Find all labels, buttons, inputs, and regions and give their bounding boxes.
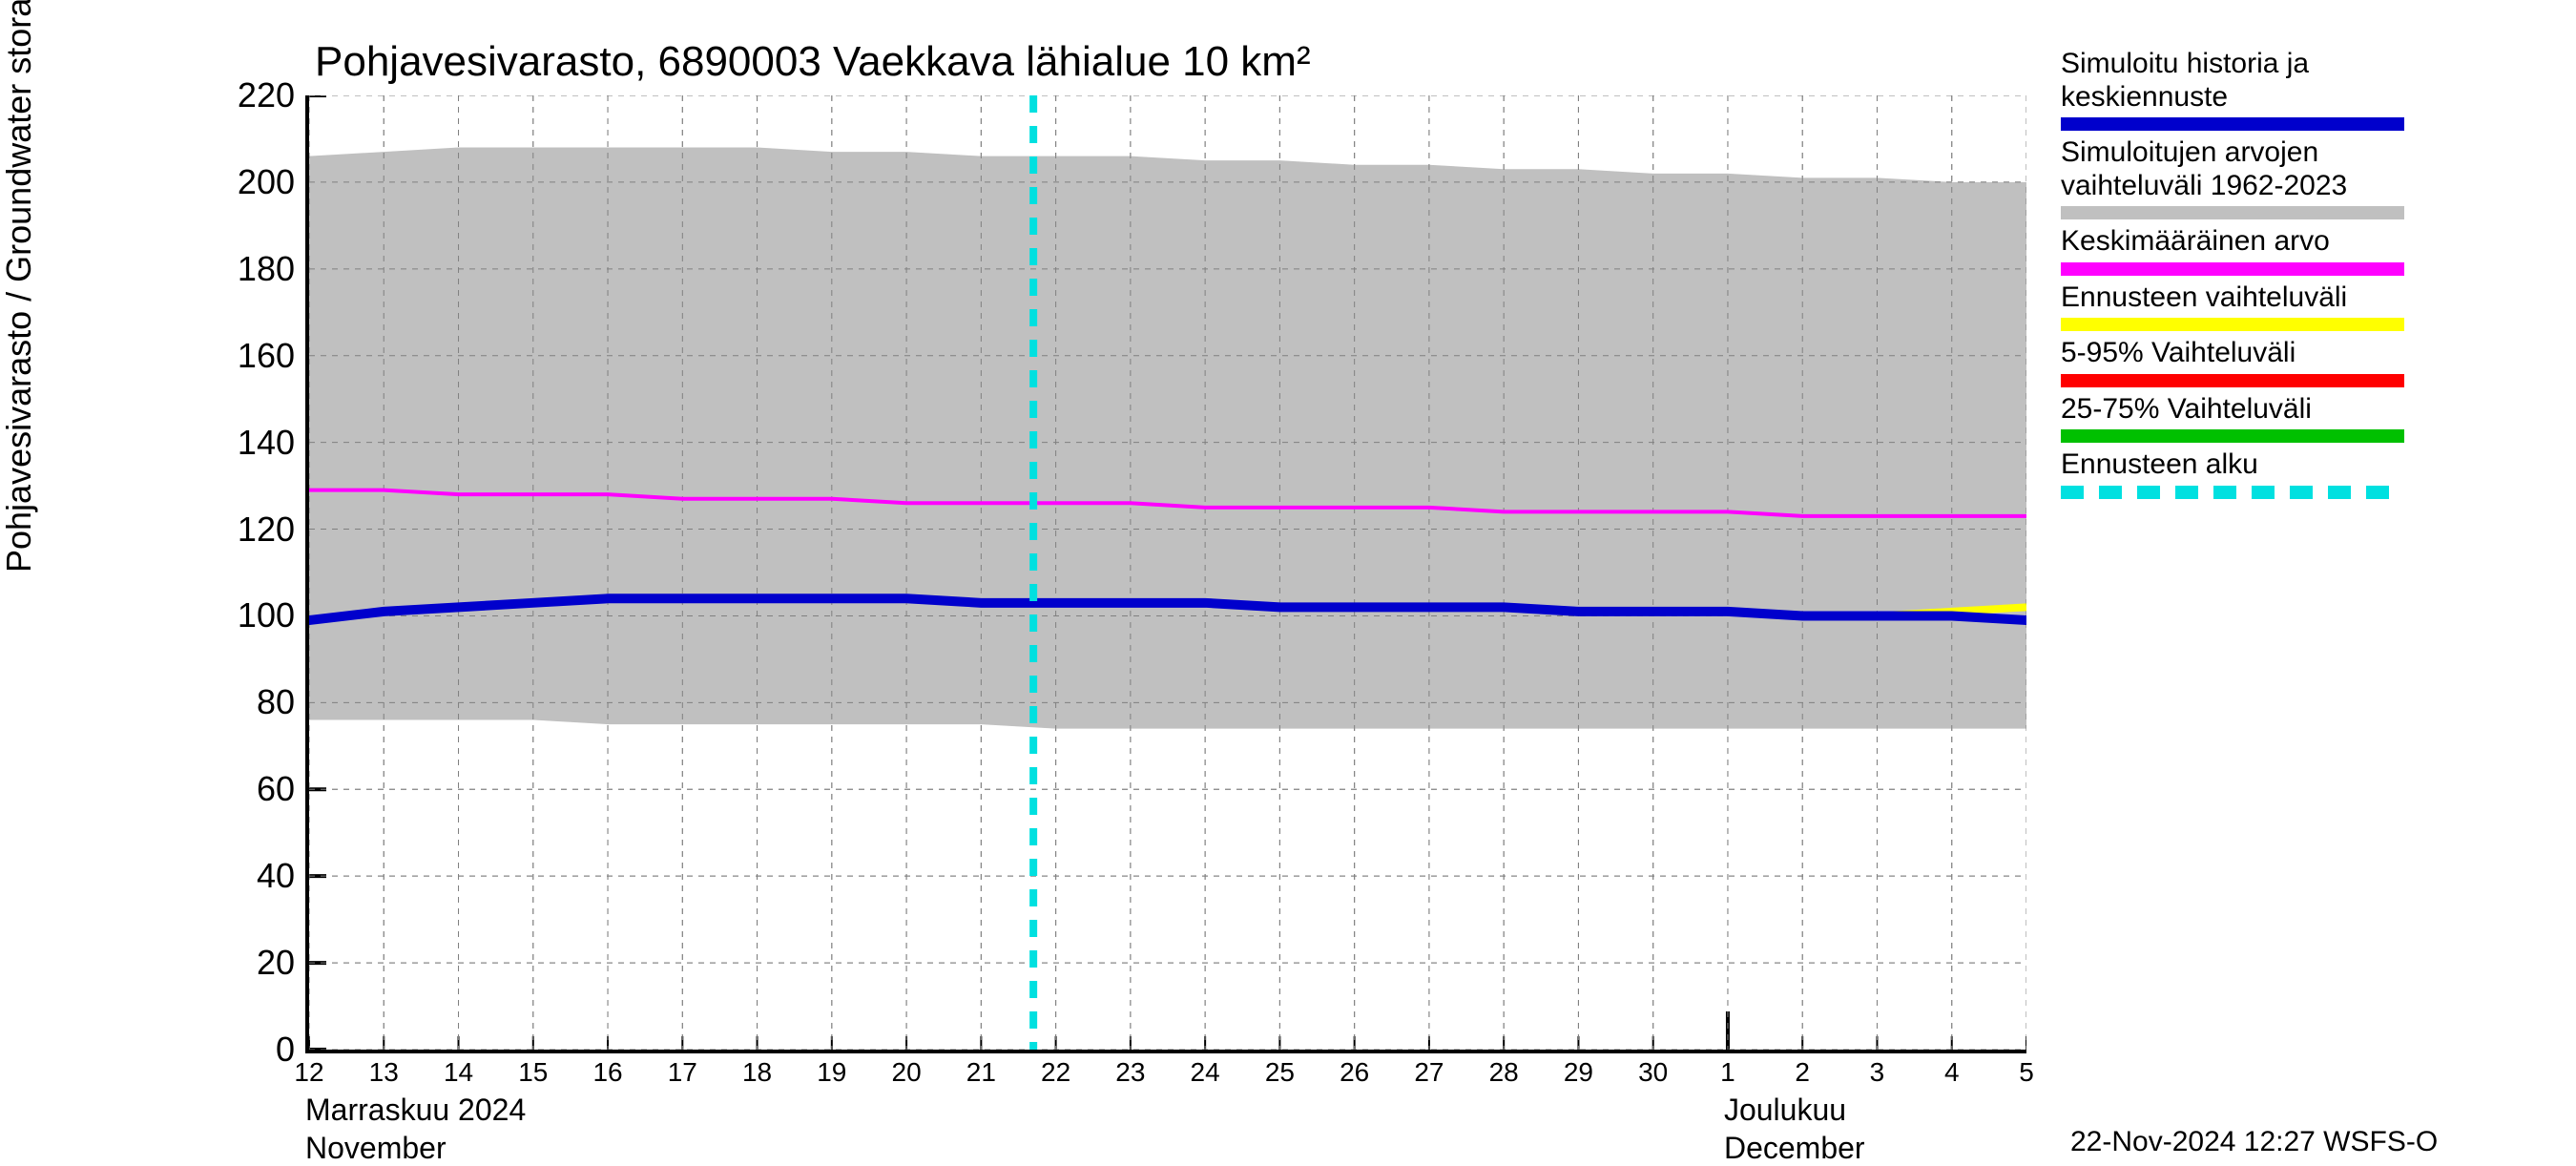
y-tick-label: 220 (238, 75, 309, 115)
x-tick-label: 12 (294, 1050, 323, 1088)
legend-item: 5-95% Vaihteluväli (2061, 337, 2404, 387)
chart-container: Pohjavesivarasto / Groundwater storage m… (0, 0, 2576, 1145)
x-tick-label: 26 (1340, 1050, 1369, 1088)
y-axis-label: Pohjavesivarasto / Groundwater storage m… (0, 0, 39, 573)
y-tick-label: 160 (238, 336, 309, 376)
legend-swatch (2061, 262, 2404, 276)
legend-item: Keskimääräinen arvo (2061, 225, 2404, 276)
legend-item: Ennusteen alku (2061, 448, 2404, 499)
legend-label: 5-95% Vaihteluväli (2061, 337, 2404, 370)
footer-timestamp: 22-Nov-2024 12:27 WSFS-O (2070, 1126, 2438, 1158)
x-tick-label: 22 (1041, 1050, 1070, 1088)
x-tick-label: 13 (369, 1050, 399, 1088)
plot-svg (309, 95, 2026, 1050)
legend-label: Keskimääräinen arvo (2061, 225, 2404, 259)
legend-swatch (2061, 486, 2404, 499)
y-tick-label: 200 (238, 162, 309, 202)
legend-swatch (2061, 374, 2404, 387)
x-month-label: November (305, 1131, 447, 1166)
legend-swatch (2061, 117, 2404, 131)
x-tick-label: 23 (1115, 1050, 1145, 1088)
x-tick-label: 30 (1638, 1050, 1668, 1088)
legend-item: Ennusteen vaihteluväli (2061, 281, 2404, 332)
y-tick-label: 40 (257, 856, 309, 896)
x-tick-label: 24 (1191, 1050, 1220, 1088)
legend-label: Ennusteen vaihteluväli (2061, 281, 2404, 315)
legend-swatch (2061, 318, 2404, 331)
y-tick-label: 60 (257, 769, 309, 809)
x-tick-label: 25 (1265, 1050, 1295, 1088)
x-month-label: Joulukuu (1724, 1093, 1846, 1128)
x-tick-label: 19 (817, 1050, 846, 1088)
x-tick-label: 29 (1564, 1050, 1593, 1088)
legend-label: Simuloitujen arvojen (2061, 136, 2404, 170)
x-month-label: December (1724, 1131, 1865, 1166)
plot-area: 0204060801001201401601802002201213141516… (305, 95, 2026, 1053)
x-tick-label: 15 (518, 1050, 548, 1088)
legend-swatch (2061, 206, 2404, 219)
x-tick-label: 1 (1720, 1050, 1735, 1088)
legend-swatch (2061, 429, 2404, 443)
legend-label: 25-75% Vaihteluväli (2061, 393, 2404, 427)
legend-label: Simuloitu historia ja (2061, 48, 2404, 81)
x-tick-label: 28 (1489, 1050, 1519, 1088)
legend: Simuloitu historia jakeskiennusteSimuloi… (2061, 48, 2404, 505)
y-tick-label: 80 (257, 682, 309, 722)
x-tick-label: 27 (1414, 1050, 1444, 1088)
x-tick-label: 2 (1795, 1050, 1810, 1088)
x-tick-label: 14 (444, 1050, 473, 1088)
y-tick-label: 20 (257, 943, 309, 983)
x-month-label: Marraskuu 2024 (305, 1093, 526, 1128)
x-tick-label: 18 (742, 1050, 772, 1088)
y-tick-label: 120 (238, 510, 309, 550)
legend-label: Ennusteen alku (2061, 448, 2404, 482)
y-tick-label: 140 (238, 423, 309, 463)
legend-item: Simuloitu historia jakeskiennuste (2061, 48, 2404, 131)
x-tick-label: 16 (592, 1050, 622, 1088)
y-tick-label: 100 (238, 595, 309, 635)
x-tick-label: 3 (1870, 1050, 1885, 1088)
legend-item: 25-75% Vaihteluväli (2061, 393, 2404, 444)
x-tick-label: 4 (1944, 1050, 1960, 1088)
chart-title: Pohjavesivarasto, 6890003 Vaekkava lähia… (315, 38, 1311, 86)
x-tick-label: 20 (892, 1050, 922, 1088)
legend-item: Simuloitujen arvojenvaihteluväli 1962-20… (2061, 136, 2404, 219)
legend-label: keskiennuste (2061, 81, 2404, 115)
legend-label: vaihteluväli 1962-2023 (2061, 170, 2404, 203)
x-tick-label: 21 (966, 1050, 996, 1088)
y-tick-label: 180 (238, 249, 309, 289)
x-tick-label: 17 (668, 1050, 697, 1088)
x-tick-label: 5 (2019, 1050, 2034, 1088)
